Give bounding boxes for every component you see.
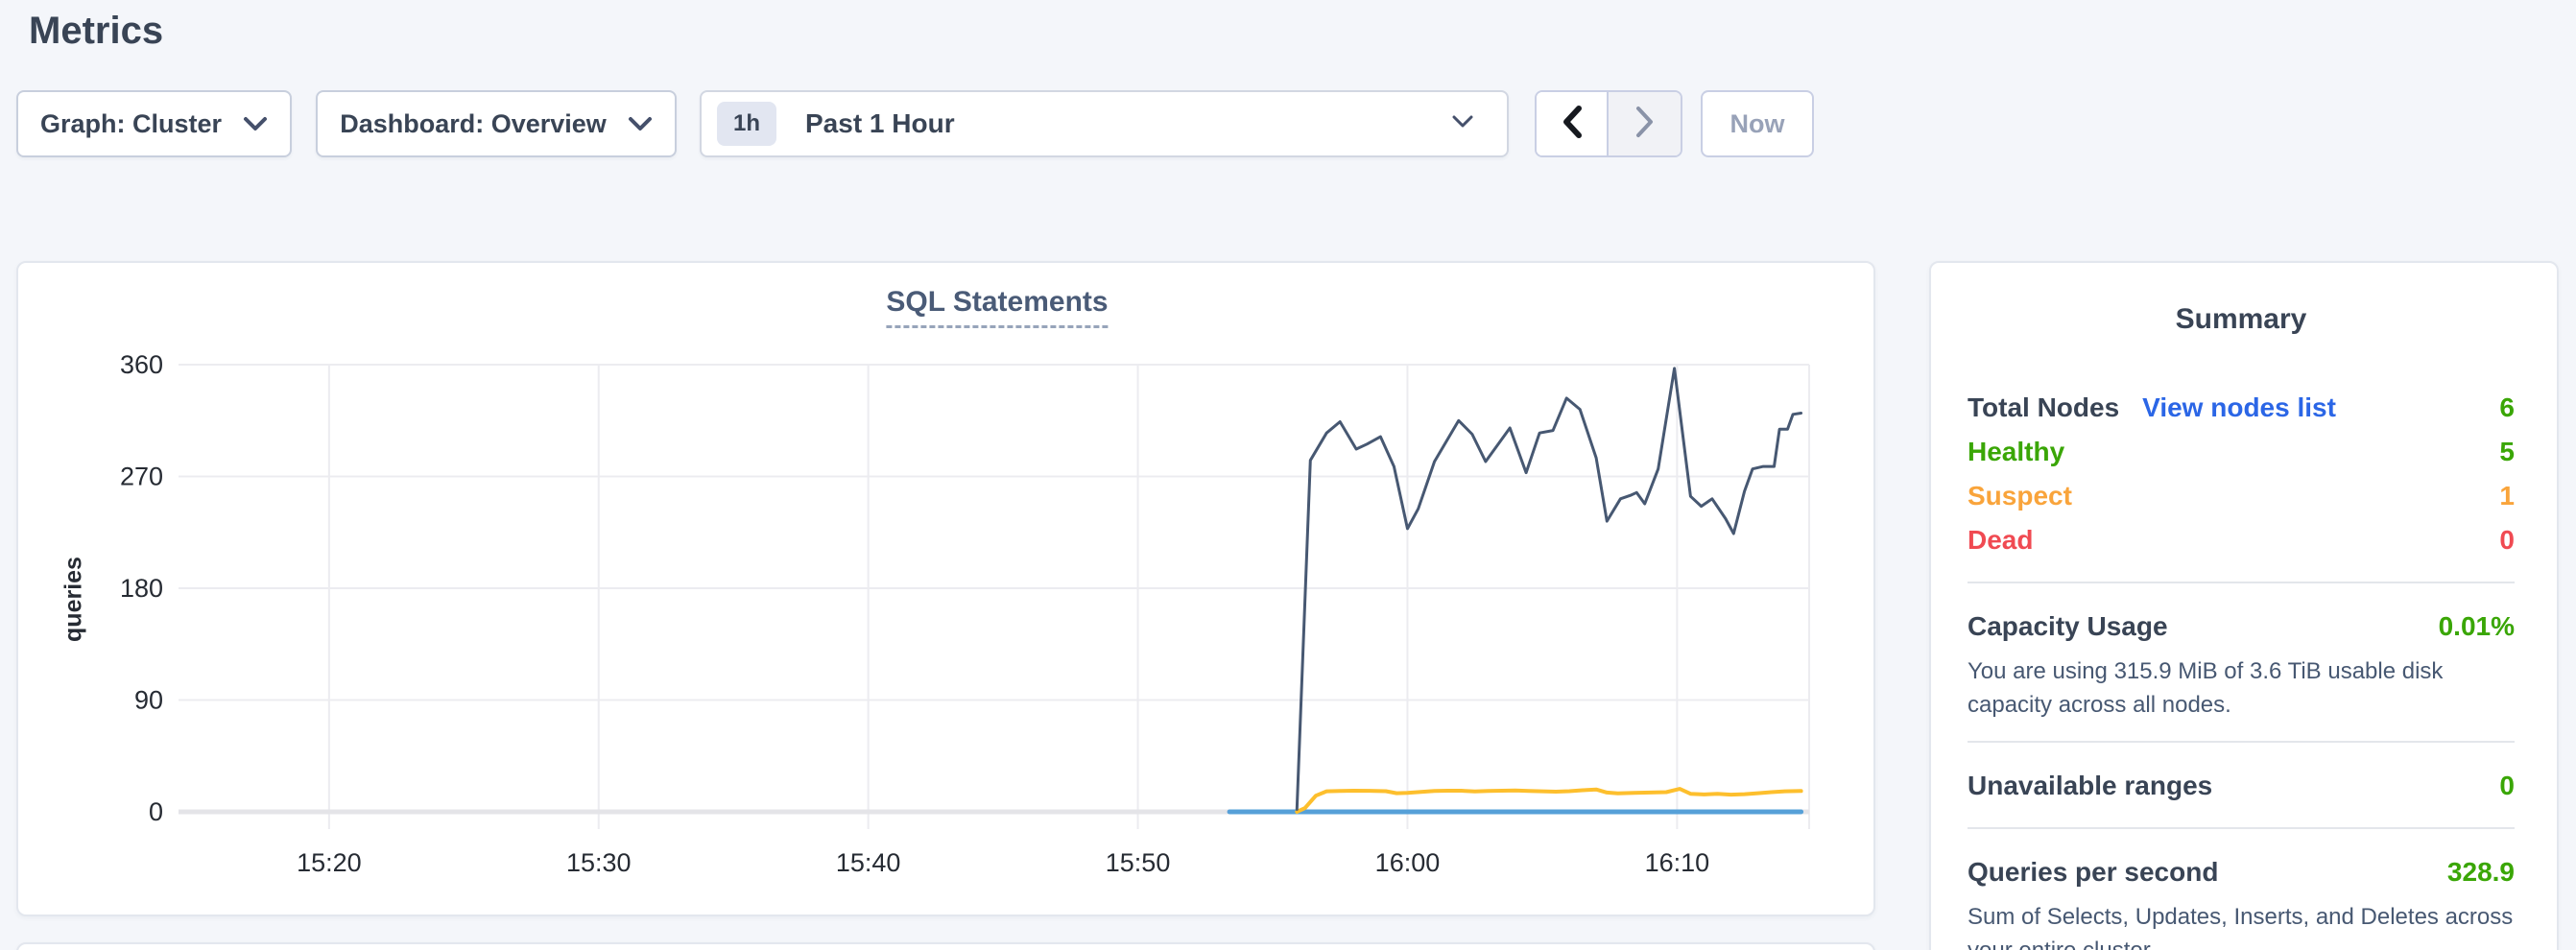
suspect-nodes-label: Suspect bbox=[1968, 481, 2072, 511]
graph-scope-dropdown[interactable]: Graph: Cluster bbox=[16, 90, 292, 157]
unavailable-ranges-value: 0 bbox=[2499, 771, 2515, 800]
metrics-toolbar: Graph: Cluster Dashboard: Overview 1h Pa… bbox=[0, 90, 2576, 157]
now-button[interactable]: Now bbox=[1701, 90, 1814, 157]
svg-text:16:10: 16:10 bbox=[1645, 848, 1710, 877]
queries-per-second-label: Queries per second bbox=[1968, 857, 2219, 887]
healthy-nodes-label: Healthy bbox=[1968, 437, 2065, 466]
svg-text:15:30: 15:30 bbox=[566, 848, 632, 877]
graph-scope-dropdown-label: Graph: Cluster bbox=[39, 108, 223, 138]
next-time-window-button[interactable] bbox=[1609, 92, 1681, 155]
dead-nodes-value: 0 bbox=[2499, 525, 2515, 555]
healthy-nodes-row: Healthy 5 bbox=[1968, 430, 2515, 474]
chart-title[interactable]: SQL Statements bbox=[886, 286, 1109, 328]
capacity-usage-label: Capacity Usage bbox=[1968, 611, 2168, 641]
svg-text:0: 0 bbox=[149, 797, 163, 826]
divider bbox=[1968, 827, 2515, 829]
capacity-usage-description: You are using 315.9 MiB of 3.6 TiB usabl… bbox=[1968, 658, 2444, 718]
svg-text:15:40: 15:40 bbox=[836, 848, 901, 877]
time-window-pager bbox=[1535, 90, 1682, 157]
dead-nodes-label: Dead bbox=[1968, 525, 2034, 555]
sql-statements-chart: 0 90 180 270 360 15:20 15:30 15:40 15:50 16:00 16:… bbox=[120, 350, 1810, 877]
svg-text:180: 180 bbox=[120, 574, 163, 603]
previous-time-window-button[interactable] bbox=[1537, 92, 1609, 155]
time-range-dropdown[interactable]: 1h Past 1 Hour bbox=[700, 90, 1509, 157]
total-nodes-value: 6 bbox=[2499, 392, 2515, 422]
sql-statements-chart-card: SQL Statements queries 0 90 180 270 360 15:20… bbox=[16, 261, 1875, 916]
divider bbox=[1968, 582, 2515, 583]
time-range-label: Past 1 Hour bbox=[805, 108, 955, 138]
chevron-down-icon bbox=[243, 116, 268, 131]
divider bbox=[1968, 741, 2515, 743]
dashboard-dropdown[interactable]: Dashboard: Overview bbox=[316, 90, 677, 157]
chevron-down-icon bbox=[628, 116, 653, 131]
page-title: Metrics bbox=[29, 10, 164, 52]
svg-text:360: 360 bbox=[120, 350, 163, 379]
svg-text:90: 90 bbox=[134, 686, 163, 715]
chevron-left-icon bbox=[1562, 105, 1583, 143]
now-button-label: Now bbox=[1729, 108, 1785, 138]
summary-panel: Summary Total Nodes View nodes list 6 He… bbox=[1929, 261, 2559, 950]
time-range-badge: 1h bbox=[717, 102, 776, 146]
next-chart-card-edge bbox=[16, 942, 1875, 950]
suspect-nodes-value: 1 bbox=[2499, 481, 2515, 511]
svg-text:15:50: 15:50 bbox=[1106, 848, 1171, 877]
dashboard-dropdown-label: Dashboard: Overview bbox=[340, 108, 607, 138]
healthy-nodes-value: 5 bbox=[2499, 437, 2515, 466]
svg-text:270: 270 bbox=[120, 463, 163, 491]
chevron-right-icon bbox=[1634, 106, 1656, 143]
capacity-usage-value: 0.01% bbox=[2438, 611, 2515, 641]
dead-nodes-row: Dead 0 bbox=[1968, 518, 2515, 562]
svg-text:15:20: 15:20 bbox=[297, 848, 362, 877]
view-nodes-list-link[interactable]: View nodes list bbox=[2142, 392, 2336, 422]
chevron-down-icon bbox=[1451, 114, 1474, 133]
queries-per-second-row: Queries per second 328.9 bbox=[1968, 850, 2515, 894]
total-nodes-label: Total Nodes bbox=[1968, 392, 2120, 422]
total-nodes-row: Total Nodes View nodes list 6 bbox=[1968, 386, 2515, 430]
node-status-rows: Total Nodes View nodes list 6 Healthy 5 … bbox=[1968, 386, 2515, 562]
capacity-usage-row: Capacity Usage 0.01% bbox=[1968, 605, 2515, 649]
unavailable-ranges-row: Unavailable ranges 0 bbox=[1968, 764, 2515, 808]
unavailable-ranges-label: Unavailable ranges bbox=[1968, 771, 2213, 800]
svg-text:16:00: 16:00 bbox=[1375, 848, 1441, 877]
summary-title: Summary bbox=[2175, 303, 2307, 335]
suspect-nodes-row: Suspect 1 bbox=[1968, 474, 2515, 518]
queries-per-second-value: 328.9 bbox=[2446, 857, 2515, 887]
queries-per-second-description: Sum of Selects, Updates, Inserts, and De… bbox=[1968, 904, 2514, 950]
